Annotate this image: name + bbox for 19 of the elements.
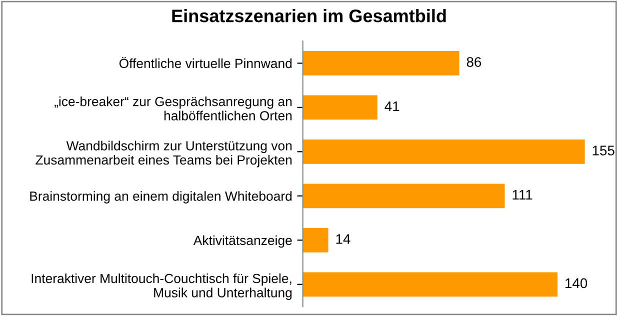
- y-tick-label: Aktivitätsanzeige: [193, 235, 292, 248]
- data-label: 155: [592, 146, 614, 156]
- y-tick-label: Interaktiver Multitouch-Couchtisch für Spiele, Musik und Unterhaltung: [32, 273, 292, 300]
- y-tick-label: Öffentliche virtuelle Pinnwand: [119, 56, 292, 68]
- bar: [302, 228, 328, 252]
- y-tick-label: Brainstorming an einem digitalen Whiteboard: [30, 191, 292, 204]
- bar: [302, 184, 505, 208]
- data-label: 86: [466, 57, 482, 67]
- data-label: 111: [512, 190, 532, 200]
- bar: [302, 272, 558, 297]
- y-tick-label: Wandbildschirm zur Unterstützung von Zusammenarbeit eines Teams bei Projekten: [36, 140, 292, 168]
- data-label: 14: [336, 234, 350, 244]
- y-tick-label: „ice-breaker“ zur Gesprächsanregung an halböffentlichen Orten: [54, 96, 292, 120]
- data-label: 41: [384, 101, 400, 112]
- bar: [302, 140, 585, 164]
- bar: [302, 95, 378, 120]
- bar: [302, 51, 460, 76]
- chart-title: Einsatzszenarien im Gesamtbild: [172, 9, 446, 22]
- data-label: 140: [566, 278, 588, 288]
